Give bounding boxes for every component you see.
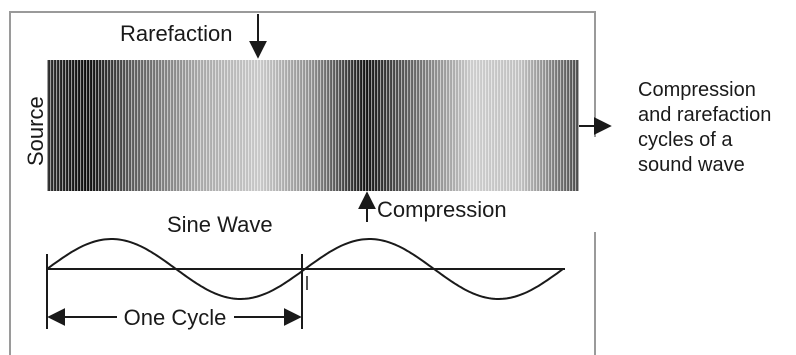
one-cycle-label: One Cycle [124, 305, 227, 330]
caption-line-3: cycles of a [638, 129, 733, 151]
caption-line-1: Compression [638, 79, 756, 101]
rarefaction-label: Rarefaction [120, 21, 233, 46]
source-label: Source [23, 96, 48, 166]
sine-wave-label: Sine Wave [167, 212, 273, 237]
compression-label: Compression [377, 197, 507, 222]
figure-caption: Compression and rarefaction cycles of a … [638, 78, 794, 178]
figure-frame [9, 11, 596, 355]
pressure-band [47, 60, 579, 191]
caption-line-2: and rarefaction [638, 104, 772, 126]
pressure-band-stripes [47, 60, 579, 191]
sine-curve [46, 238, 564, 300]
caption-line-4: sound wave [638, 154, 745, 176]
